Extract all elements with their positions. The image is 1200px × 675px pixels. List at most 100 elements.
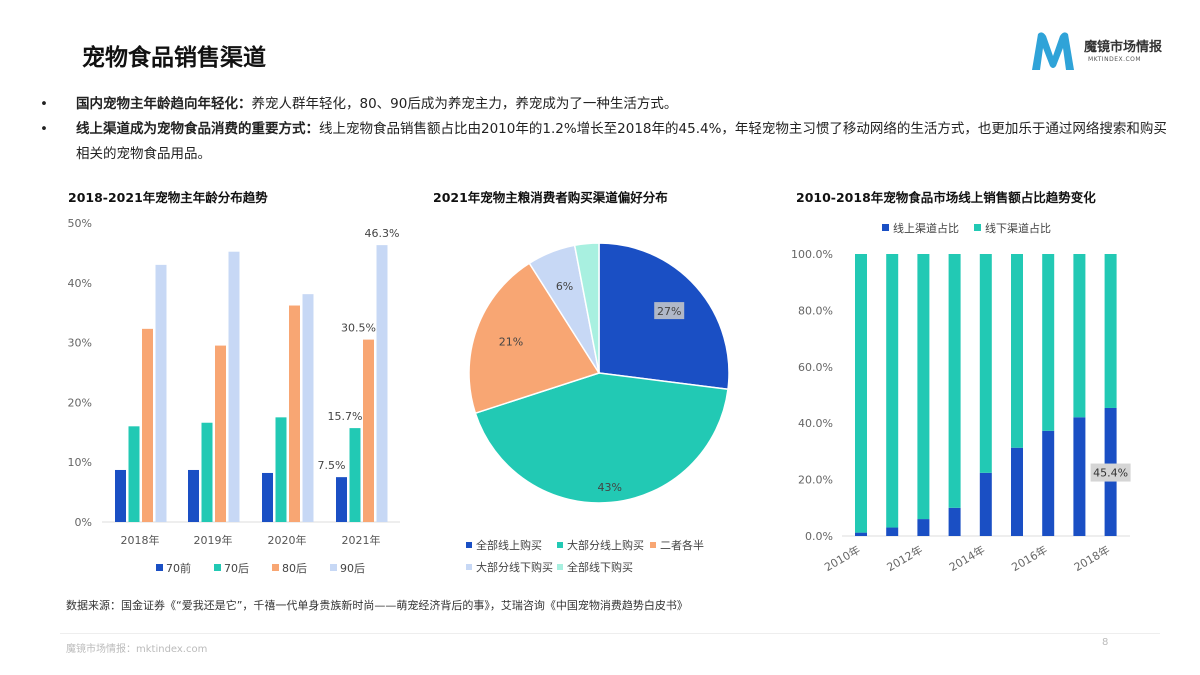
legend-label: 70前	[166, 561, 191, 575]
bar-线上渠道占比	[886, 527, 899, 536]
x-tick-label: 2010年	[822, 542, 863, 574]
data-label: 45.4%	[1093, 467, 1128, 480]
bar-70前	[262, 472, 273, 522]
bullet-bold: 线上渠道成为宠物食品消费的重要方式：	[76, 121, 319, 137]
legend-swatch	[557, 542, 563, 548]
bar-线下渠道占比	[1011, 254, 1023, 448]
legend-label: 二者各半	[660, 538, 704, 552]
bar-线下渠道占比	[948, 254, 961, 508]
data-label: 6%	[556, 280, 573, 293]
y-tick-label: 50%	[68, 217, 92, 230]
footer-divider	[60, 633, 1160, 634]
bullet-text: 养宠人群年轻化，80、90后成为养宠主力，养宠成为了一种生活方式。	[251, 96, 678, 112]
data-label-bg	[1090, 463, 1131, 482]
x-tick-label: 2018年	[121, 533, 160, 547]
x-tick-label: 2012年	[884, 542, 925, 574]
y-tick-label: 0.0%	[805, 530, 833, 543]
legend-label: 线下渠道占比	[985, 221, 1051, 235]
y-tick-label: 20%	[68, 396, 92, 409]
chart-title: 2010-2018年宠物食品市场线上销售额占比趋势变化	[796, 190, 1096, 205]
legend-swatch	[272, 564, 279, 571]
bar-线上渠道占比	[917, 519, 930, 536]
legend-label: 全部线下购买	[567, 560, 633, 574]
bullet-bold: 国内宠物主年龄趋向年轻化：	[76, 96, 252, 112]
legend-label: 大部分线上购买	[567, 538, 644, 552]
bar-90后	[155, 264, 167, 522]
legend-label: 70后	[224, 562, 249, 575]
chart-title: 2018-2021年宠物主年龄分布趋势	[68, 190, 268, 205]
bar-线上渠道占比	[948, 507, 961, 536]
logo-sub: MKTINDEX.COM	[1088, 56, 1142, 63]
legend-swatch	[214, 564, 221, 571]
x-tick-label: 2016年	[1009, 542, 1050, 574]
bar-线上渠道占比	[1042, 430, 1055, 536]
bar-80后	[363, 339, 374, 522]
bar-线下渠道占比	[979, 254, 992, 473]
y-tick-label: 60.0%	[798, 361, 833, 374]
bullet-item: • 线上渠道成为宠物食品消费的重要方式：线上宠物食品销售额占比由2010年的1.2…	[40, 121, 1167, 162]
legend-swatch	[650, 542, 656, 548]
x-tick-label: 2014年	[947, 542, 988, 574]
logo-m-icon	[1032, 32, 1074, 70]
x-tick-label: 2018年	[1071, 542, 1112, 574]
bar-70后	[275, 417, 287, 522]
data-label: 7.5%	[318, 459, 346, 472]
legend-swatch	[974, 224, 981, 231]
y-tick-label: 40.0%	[798, 417, 833, 430]
y-tick-label: 0%	[75, 516, 92, 529]
legend-label: 线上渠道占比	[893, 221, 959, 235]
bar-70后	[349, 428, 361, 522]
data-label: 15.7%	[328, 410, 363, 423]
legend-swatch	[557, 564, 563, 570]
bar-80后	[289, 305, 300, 522]
bar-90后	[228, 251, 240, 523]
legend-label: 全部线上购买	[476, 538, 542, 552]
bar-70前	[336, 477, 347, 522]
page-number: 8	[1102, 637, 1109, 648]
y-tick-label: 40%	[68, 277, 92, 290]
bar-线下渠道占比	[1073, 254, 1086, 418]
bar-90后	[302, 294, 314, 522]
pie-slice-大部分线上购买	[474, 372, 729, 504]
pie-slice-二者各半	[468, 262, 601, 415]
bar-线下渠道占比	[1042, 254, 1055, 431]
footer-text: 魔镜市场情报：mktindex.com	[66, 644, 208, 655]
pie-slice-全部线下购买	[573, 242, 600, 374]
legend-label: 90后	[340, 562, 365, 575]
legend-swatch	[330, 564, 337, 571]
y-tick-label: 100.0%	[791, 248, 833, 261]
source-note: 数据来源：国金证券《“爱我还是它”，千禧一代单身贵族新时尚——萌宠经济背后的事》…	[66, 599, 688, 612]
bullet-text: 线上宠物食品销售额占比由2010年的1.2%增长至2018年的45.4%，年轻宠…	[76, 121, 1167, 162]
bar-线下渠道占比	[886, 254, 899, 528]
y-tick-label: 30%	[68, 337, 92, 350]
bar-70后	[201, 422, 213, 522]
x-tick-label: 2021年	[342, 533, 381, 547]
legend-swatch	[882, 224, 889, 231]
bullet-list: • 国内宠物主年龄趋向年轻化：养宠人群年轻化，80、90后成为养宠主力，养宠成为了…	[40, 92, 1180, 167]
bullet-item: • 国内宠物主年龄趋向年轻化：养宠人群年轻化，80、90后成为养宠主力，养宠成为了…	[40, 96, 678, 112]
data-label: 27%	[657, 305, 681, 318]
x-tick-label: 2019年	[194, 533, 233, 547]
legend-label: 大部分线下购买	[476, 560, 553, 574]
data-label: 43%	[598, 481, 622, 494]
bar-线下渠道占比	[1104, 254, 1117, 408]
bar-线下渠道占比	[917, 254, 930, 520]
legend-label: 80后	[282, 562, 307, 575]
data-label: 30.5%	[341, 322, 376, 335]
x-tick-label: 2020年	[268, 533, 307, 547]
bar-线上渠道占比	[979, 472, 992, 536]
logo-name: 魔镜市场情报	[1084, 40, 1163, 55]
bar-80后	[215, 345, 226, 522]
bar-70后	[128, 426, 140, 522]
y-tick-label: 10%	[68, 456, 92, 469]
bar-线上渠道占比	[855, 532, 867, 536]
y-tick-label: 80.0%	[798, 304, 833, 317]
bar-70前	[188, 469, 199, 522]
chart-title: 2021年宠物主粮消费者购买渠道偏好分布	[433, 190, 668, 205]
page-title: 宠物食品销售渠道	[82, 45, 266, 71]
bar-线上渠道占比	[1011, 447, 1023, 536]
y-tick-label: 20.0%	[798, 474, 833, 487]
data-label-bg	[654, 302, 685, 320]
logo: 魔镜市场情报 MKTINDEX.COM	[1028, 30, 1178, 72]
